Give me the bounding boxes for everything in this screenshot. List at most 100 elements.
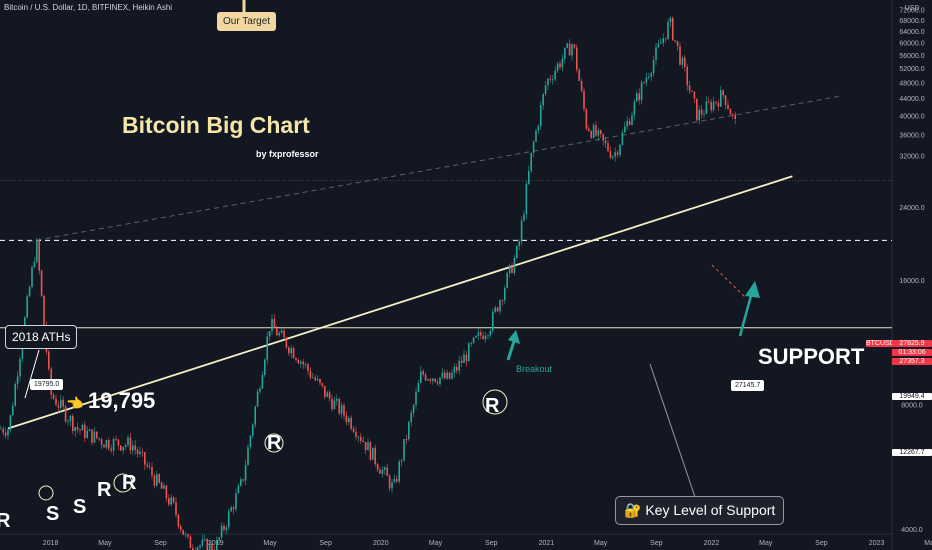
candle-body bbox=[722, 90, 724, 96]
candle-body bbox=[379, 469, 381, 474]
candle-body bbox=[16, 376, 19, 385]
sr-letter: R bbox=[267, 432, 282, 454]
candle-body bbox=[729, 108, 732, 115]
candle-body bbox=[100, 439, 103, 445]
candle-body bbox=[676, 40, 679, 47]
candle-body bbox=[43, 295, 45, 325]
price-tick-label: 32000.0 bbox=[899, 153, 924, 160]
candle-body bbox=[513, 258, 516, 273]
price-tick-label: 60000.0 bbox=[899, 40, 924, 47]
candle-body bbox=[84, 424, 86, 438]
candle-body bbox=[679, 46, 681, 65]
candle-body bbox=[158, 474, 160, 483]
candle-body bbox=[655, 47, 657, 61]
candle-body bbox=[588, 128, 590, 132]
candle-body bbox=[537, 125, 540, 131]
candle-body bbox=[667, 22, 669, 40]
breakout-label: Breakout bbox=[516, 364, 553, 374]
candle-body bbox=[604, 140, 607, 144]
level-12267-tag: 12267.7 bbox=[892, 449, 932, 456]
candle-body bbox=[684, 57, 686, 67]
candle-body bbox=[595, 125, 597, 136]
candle-body bbox=[712, 101, 715, 111]
candle-body bbox=[168, 498, 170, 505]
lock-icon: 🔐 bbox=[624, 502, 642, 518]
candle-body bbox=[391, 482, 393, 489]
candle-body bbox=[398, 461, 400, 482]
candle-body bbox=[432, 378, 434, 381]
candle-body bbox=[360, 436, 362, 441]
price-tick-label: 64000.0 bbox=[899, 29, 924, 36]
candle-body bbox=[110, 448, 112, 451]
candle-body bbox=[232, 507, 235, 510]
candle-body bbox=[254, 406, 256, 425]
candle-body bbox=[69, 415, 72, 422]
candle-body bbox=[427, 379, 429, 381]
candle-body bbox=[708, 101, 710, 103]
candle-body bbox=[352, 428, 355, 432]
candle-body bbox=[693, 92, 696, 99]
time-tick-label: May bbox=[98, 540, 112, 547]
level-19949-tag: 19949.4 bbox=[892, 393, 932, 400]
candle-body bbox=[381, 469, 384, 474]
candle-body bbox=[38, 240, 40, 271]
candle-body bbox=[129, 437, 132, 451]
price-tick-label: 16000.0 bbox=[899, 278, 924, 285]
candle-body bbox=[324, 385, 326, 397]
candle-body bbox=[412, 405, 415, 413]
time-tick-label: 2020 bbox=[373, 540, 389, 547]
candle-body bbox=[271, 318, 273, 331]
candle-body bbox=[369, 442, 372, 460]
candle-body bbox=[211, 543, 213, 550]
candle-body bbox=[420, 371, 422, 383]
candle-body bbox=[686, 66, 688, 86]
candle-body bbox=[364, 442, 367, 451]
candle-body bbox=[549, 78, 552, 80]
candle-body bbox=[64, 406, 67, 422]
candle-body bbox=[480, 332, 482, 336]
candle-body bbox=[520, 220, 523, 242]
candle-body bbox=[247, 447, 249, 466]
candle-body bbox=[328, 392, 331, 399]
candle-body bbox=[261, 374, 264, 389]
candle-body bbox=[393, 478, 396, 483]
time-tick-label: 2022 bbox=[704, 540, 720, 547]
candle-body bbox=[14, 384, 16, 406]
time-tick-label: 2023 bbox=[869, 540, 885, 547]
candle-body bbox=[472, 337, 475, 344]
currency-label: USD bbox=[905, 5, 920, 12]
candle-body bbox=[331, 398, 333, 410]
candle-body bbox=[124, 444, 127, 447]
candle-body bbox=[453, 366, 456, 373]
price-tick-label: 44000.0 bbox=[899, 96, 924, 103]
ath-value-box: 19795.0 bbox=[30, 379, 64, 390]
candle-body bbox=[664, 38, 667, 40]
candle-body bbox=[36, 240, 38, 263]
candle-body bbox=[681, 57, 684, 65]
candle-body bbox=[33, 262, 36, 268]
candle-body bbox=[48, 351, 50, 369]
candle-body bbox=[590, 131, 592, 138]
candle-body bbox=[235, 493, 237, 510]
candle-body bbox=[309, 370, 312, 378]
sr-letter: R bbox=[0, 510, 11, 532]
candle-body bbox=[259, 388, 261, 392]
candle-body bbox=[424, 374, 427, 381]
candle-body bbox=[208, 543, 211, 550]
candle-body bbox=[672, 17, 674, 41]
pointing-hand-icon: 👈 bbox=[66, 395, 84, 411]
candle-body bbox=[662, 38, 664, 44]
candle-body bbox=[607, 143, 609, 152]
candle-body bbox=[199, 545, 201, 548]
candle-body bbox=[561, 58, 564, 68]
candle-body bbox=[144, 452, 146, 465]
time-tick-label: 2018 bbox=[43, 540, 59, 547]
candle-body bbox=[31, 267, 33, 287]
candle-body bbox=[52, 394, 55, 399]
candle-body bbox=[439, 377, 441, 384]
candle-body bbox=[290, 348, 292, 354]
candle-body bbox=[182, 529, 184, 535]
candle-body bbox=[151, 466, 153, 476]
candle-body bbox=[446, 372, 448, 379]
